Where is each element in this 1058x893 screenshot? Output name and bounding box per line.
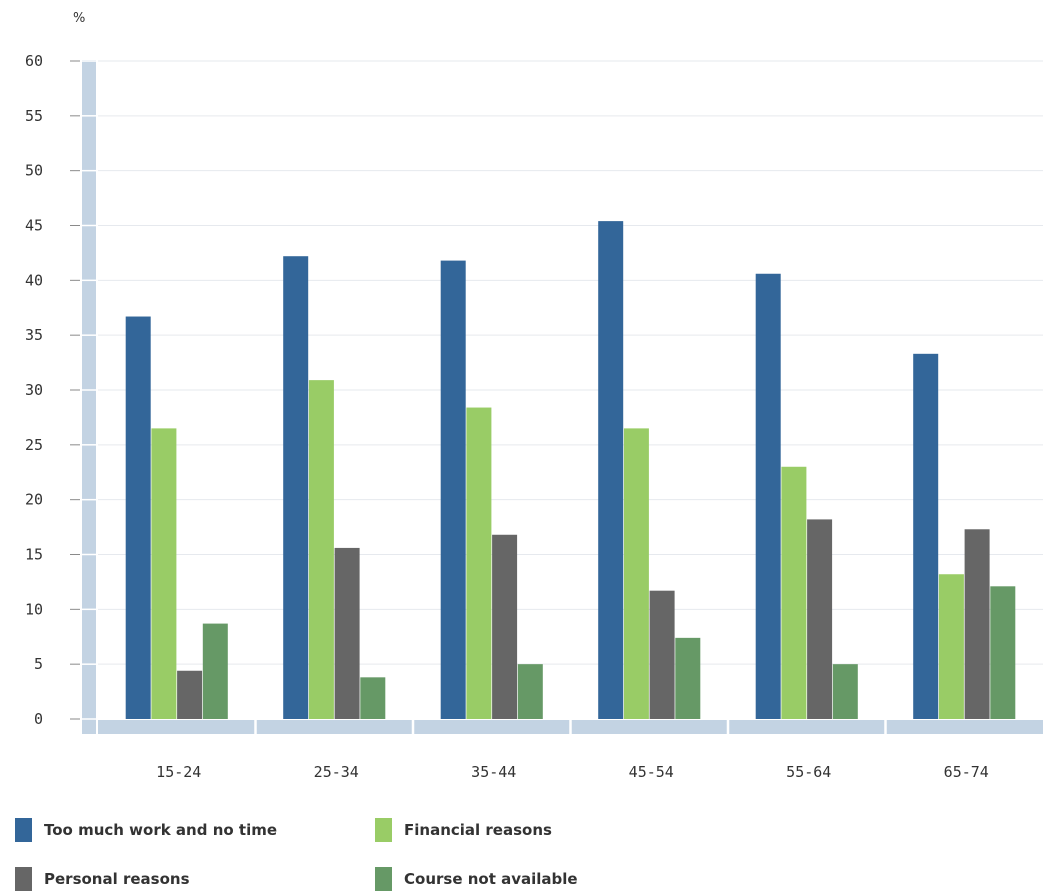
bar-course-not-available-65-74 (990, 586, 1016, 719)
bar-chart: 0 5 10 15 20 25 30 35 40 45 50 55 60% 15-24 25-34 35-44… (25, 11, 1043, 781)
bar-course-not-available-25-34 (360, 677, 386, 719)
bar-too-much-work-35-44 (440, 260, 466, 719)
bar-financial-reasons-25-34 (308, 380, 334, 719)
bar-personal-reasons-55-64 (807, 519, 833, 719)
bar-course-not-available-45-54 (675, 637, 701, 719)
x-tick-label: 35-44 (471, 763, 516, 781)
bar-too-much-work-55-64 (755, 273, 781, 719)
bar-personal-reasons-25-34 (334, 547, 360, 719)
x-tick-label: 25-34 (314, 763, 359, 781)
x-tick-label: 65-74 (944, 763, 989, 781)
legend-swatch-personal-reasons (15, 867, 32, 891)
bar-too-much-work-15-24 (125, 316, 151, 719)
y-tick-label: 35 (25, 326, 43, 344)
y-tick-label: 15 (25, 546, 43, 564)
y-tick-label: 0 (34, 710, 43, 728)
legend-item-financial-reasons: Financial reasons (375, 818, 552, 842)
y-tick-label: 5 (34, 655, 43, 673)
bar-personal-reasons-65-74 (964, 529, 990, 719)
bar-course-not-available-35-44 (517, 664, 543, 719)
y-axis-band (82, 60, 96, 734)
y-tick-label: 60 (25, 52, 43, 70)
legend-swatch-course-not-available (375, 867, 392, 891)
bar-financial-reasons-55-64 (781, 466, 807, 719)
bar-financial-reasons-15-24 (151, 428, 177, 719)
bar-too-much-work-45-54 (598, 221, 624, 719)
bar-financial-reasons-45-54 (623, 428, 649, 719)
legend-swatch-too-much-work (15, 818, 32, 842)
legend-label-personal-reasons: Personal reasons (44, 870, 190, 888)
y-tick-label: 40 (25, 271, 43, 289)
bar-too-much-work-25-34 (283, 256, 309, 719)
legend-swatch-financial-reasons (375, 818, 392, 842)
x-tick-label: 15-24 (156, 763, 201, 781)
y-tick-label: 50 (25, 162, 43, 180)
x-tick-label: 55-64 (786, 763, 831, 781)
y-tick-label: 25 (25, 436, 43, 454)
legend-item-course-not-available: Course not available (375, 867, 578, 891)
bar-personal-reasons-35-44 (492, 534, 518, 719)
y-tick-label: 45 (25, 217, 43, 235)
bar-personal-reasons-45-54 (649, 590, 675, 719)
y-tick-label: 20 (25, 491, 43, 509)
bar-course-not-available-55-64 (832, 664, 858, 719)
legend-label-course-not-available: Course not available (404, 870, 578, 888)
bar-personal-reasons-15-24 (177, 670, 203, 719)
y-tick-label: 55 (25, 107, 43, 125)
bar-financial-reasons-65-74 (938, 574, 964, 719)
y-tick-label: 10 (25, 600, 43, 618)
bar-too-much-work-65-74 (913, 353, 939, 719)
legend-item-too-much-work: Too much work and no time (15, 818, 277, 842)
legend-item-personal-reasons: Personal reasons (15, 867, 190, 891)
bar-course-not-available-15-24 (202, 623, 228, 719)
legend-label-too-much-work: Too much work and no time (44, 821, 278, 839)
x-tick-label: 45-54 (629, 763, 674, 781)
bar-financial-reasons-35-44 (466, 407, 492, 719)
legend-label-financial-reasons: Financial reasons (404, 821, 552, 839)
y-unit-label: % (73, 11, 85, 26)
y-tick-label: 30 (25, 381, 43, 399)
